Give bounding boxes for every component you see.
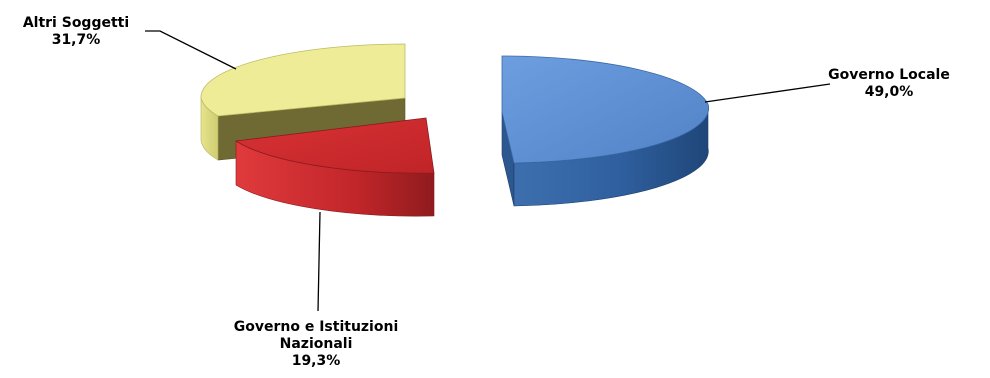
slice-governo-nazionali-top xyxy=(234,117,435,174)
leader-line-governo-locale xyxy=(704,83,831,103)
data-label-altri-soggetti-name: Altri Soggetti xyxy=(22,15,130,31)
data-label-altri-soggetti: Altri Soggetti 31,7% xyxy=(6,15,146,49)
data-label-governo-locale: Governo Locale 49,0% xyxy=(826,67,952,101)
data-label-governo-locale-name: Governo Locale xyxy=(828,67,950,83)
data-label-governo-nazionali-name2: Nazionali xyxy=(279,336,353,352)
leader-line-governo-nazionali xyxy=(317,211,321,312)
data-label-governo-nazionali-name1: Governo e Istituzioni xyxy=(233,319,399,335)
leader-line-altri-soggetti xyxy=(145,30,237,70)
slice-governo-nazionali xyxy=(234,117,435,217)
slice-governo-locale xyxy=(501,55,709,207)
data-label-governo-nazionali-value: 19,3% xyxy=(291,353,341,369)
slice-altri-soggetti-top xyxy=(200,43,406,117)
data-label-governo-nazionali: Governo e Istituzioni Nazionali 19,3% xyxy=(166,319,466,370)
slice-governo-locale-top xyxy=(501,55,709,164)
data-label-altri-soggetti-value: 31,7% xyxy=(51,32,101,48)
data-label-governo-locale-value: 49,0% xyxy=(864,84,914,100)
